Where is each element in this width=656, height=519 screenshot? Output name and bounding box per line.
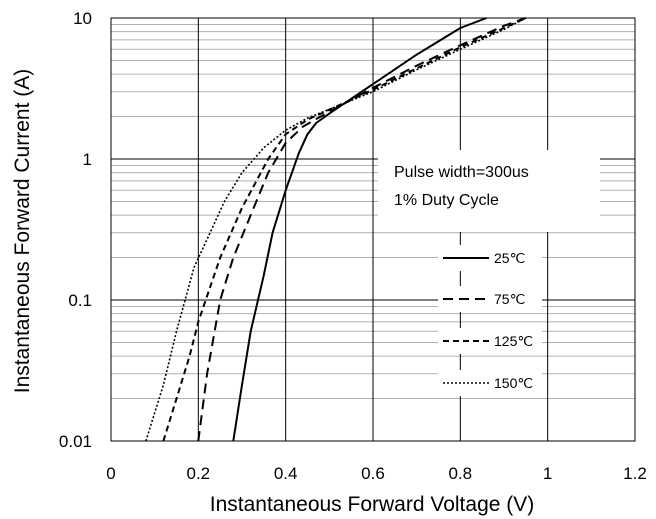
y-tick-label: 0.1 [68, 291, 92, 310]
annotation-box: Pulse width=300us 1% Duty Cycle [378, 150, 600, 232]
x-tick-label: 0.8 [449, 464, 473, 483]
series-line-1 [197, 17, 527, 442]
x-tick-label: 0.6 [361, 464, 385, 483]
legend-label: 25℃ [494, 250, 525, 266]
y-tick-label: 1 [83, 150, 92, 169]
legend-label: 75℃ [494, 291, 525, 307]
legend-label: 125℃ [494, 333, 533, 349]
legend-row-bg [438, 286, 542, 312]
legend: 25℃ 75℃ 125℃ 150℃ [438, 245, 542, 396]
series-group [145, 17, 527, 442]
annotation-pulse-width: Pulse width=300us [394, 164, 529, 181]
tick-labels: 0 0.2 0.4 0.6 0.8 1 1.2 0.01 0.1 1 10 [59, 9, 647, 483]
x-tick-label: 0.2 [187, 464, 211, 483]
series-line-0 [232, 17, 487, 442]
x-tick-label: 0.4 [274, 464, 298, 483]
series-line-2 [162, 17, 527, 442]
y-tick-label: 0.01 [59, 432, 92, 451]
x-tick-label: 0 [106, 464, 115, 483]
legend-label: 150℃ [494, 375, 533, 391]
annotation-duty-cycle: 1% Duty Cycle [394, 192, 499, 209]
x-tick-label: 1.2 [623, 464, 647, 483]
y-axis-title: Instantaneous Forward Current (A) [11, 69, 34, 393]
x-axis-title: Instantaneous Forward Voltage (V) [210, 493, 535, 516]
series-line-3 [145, 17, 527, 442]
x-tick-label: 1 [543, 464, 552, 483]
plot-frame [110, 17, 636, 442]
y-tick-label: 10 [73, 9, 92, 28]
